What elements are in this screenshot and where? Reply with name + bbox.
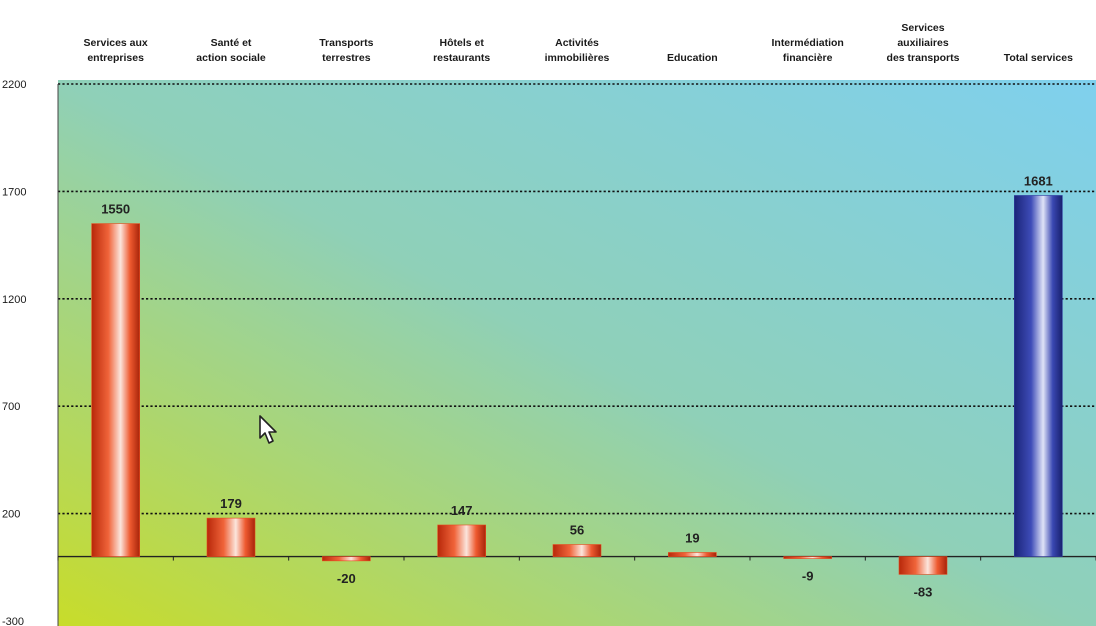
category-label: entreprises [87, 52, 144, 64]
category-label: Activités [555, 37, 599, 49]
category-label: action sociale [196, 52, 266, 64]
data-label: 1550 [101, 202, 130, 217]
bar [91, 223, 140, 557]
category-label: des transports [887, 52, 960, 64]
y-tick-label: 700 [2, 401, 20, 413]
bar [437, 524, 486, 557]
category-label: Santé et [211, 37, 252, 49]
y-tick-label: 1200 [2, 294, 26, 306]
category-label: Services aux [84, 37, 148, 49]
data-label: 147 [451, 503, 473, 518]
bar [552, 544, 602, 557]
y-tick-label: 2200 [2, 79, 26, 91]
category-label: auxiliaires [897, 37, 949, 49]
y-tick-label: 200 [2, 509, 20, 521]
category-label: terrestres [322, 52, 371, 64]
data-label: 179 [220, 496, 242, 511]
category-label: immobilières [545, 52, 610, 64]
category-label: financière [783, 52, 833, 64]
data-label: 56 [570, 523, 584, 538]
category-label: Transports [319, 37, 373, 49]
bar [206, 517, 256, 557]
y-tick-label: -300 [2, 616, 24, 626]
bar [322, 556, 371, 562]
data-label: -9 [802, 568, 814, 583]
data-label: 1681 [1024, 173, 1053, 188]
mouse-pointer-icon [259, 415, 277, 444]
bar [668, 552, 717, 557]
data-label: -20 [337, 571, 356, 586]
bar [783, 556, 832, 559]
data-label: -83 [914, 584, 933, 599]
bar [898, 556, 948, 575]
category-label: Total services [1004, 52, 1073, 64]
y-tick-label: 1700 [2, 186, 26, 198]
category-label: Hôtels et [439, 37, 484, 49]
bar [1014, 195, 1063, 557]
data-label: 19 [685, 530, 699, 545]
category-label: Education [667, 52, 718, 64]
category-label: Intermédiation [771, 37, 843, 49]
category-label: Services [901, 22, 944, 34]
category-label: restaurants [433, 52, 490, 64]
